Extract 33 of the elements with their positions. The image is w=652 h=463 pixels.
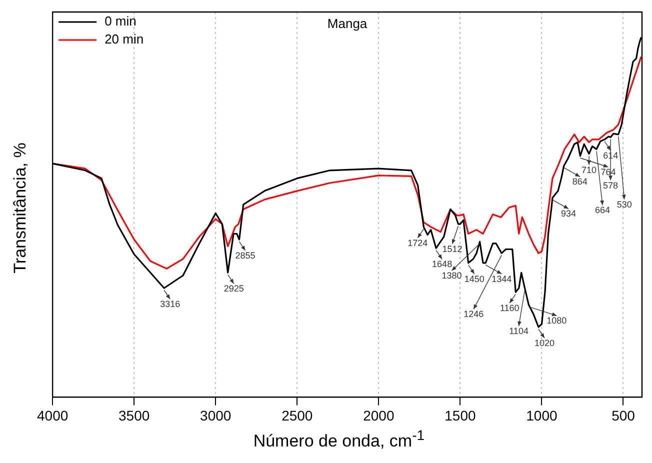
annotation: 1344 <box>492 274 512 284</box>
chart-title: Manga <box>327 16 368 32</box>
annotation: 1512 <box>442 244 462 254</box>
annotation: 864 <box>572 176 588 187</box>
x-tick-label: 4000 <box>36 407 68 424</box>
x-tick-label: 2000 <box>363 407 394 424</box>
annotation: 1104 <box>509 326 528 336</box>
legend-label: 0 min <box>104 14 136 29</box>
annotation: 2925 <box>224 284 244 294</box>
legend-label: 20 min <box>104 32 144 47</box>
annotation: 530 <box>616 199 632 210</box>
annotation: 664 <box>594 205 610 216</box>
annotation: 934 <box>560 208 576 219</box>
x-tick-label: 2500 <box>282 407 313 424</box>
x-tick-label: 3000 <box>200 407 232 424</box>
annotation: 1246 <box>464 309 484 320</box>
annotation: 1724 <box>408 238 428 248</box>
x-tick-label: 500 <box>612 407 636 424</box>
annotation: 1450 <box>464 274 484 284</box>
annotation: 1380 <box>442 270 462 281</box>
annotation: 3316 <box>160 299 180 310</box>
x-tick-label: 1500 <box>444 407 476 424</box>
annotation: 1160 <box>500 303 520 314</box>
annotation: 710 <box>581 164 597 175</box>
x-tick-label: 1000 <box>526 407 558 424</box>
annotation: 1080 <box>546 316 567 326</box>
annotation: 1020 <box>534 338 554 348</box>
y-axis-title: Transmitância, % <box>10 142 30 274</box>
annotation: 578 <box>603 180 618 190</box>
x-tick-label: 3500 <box>118 407 150 424</box>
annotation: 1648 <box>432 259 452 270</box>
x-axis-title: Número de onda, cm$^{-1}$ <box>253 428 425 451</box>
annotation: 2855 <box>235 250 256 261</box>
